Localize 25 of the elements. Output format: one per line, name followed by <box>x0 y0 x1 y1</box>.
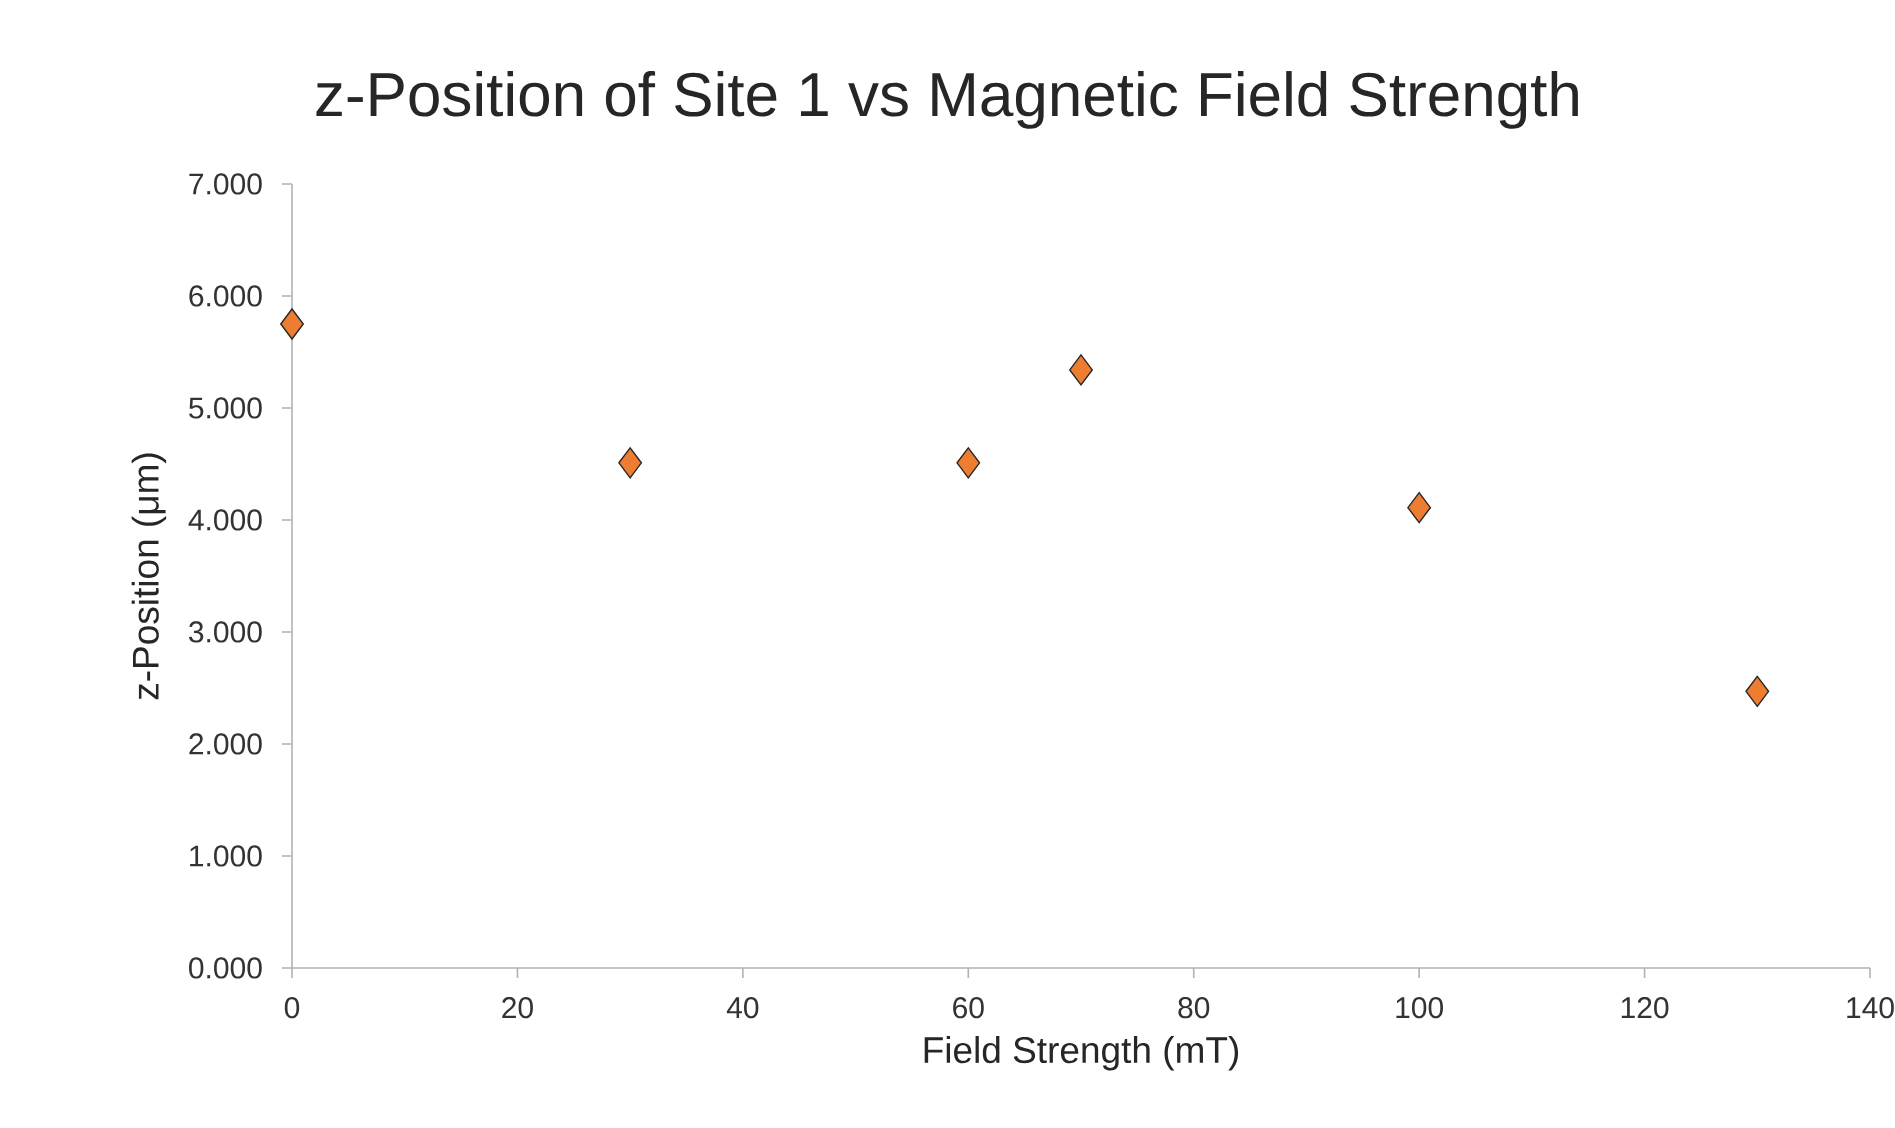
x-tick-label: 60 <box>953 997 984 1019</box>
y-tick-label: 5.000 <box>189 397 262 419</box>
y-tick-label: 6.000 <box>189 285 262 307</box>
point <box>1407 491 1432 524</box>
y-tick-label: 4.000 <box>188 509 262 531</box>
point <box>1069 354 1093 386</box>
y-axis-title: z-Position (μm) <box>131 453 167 700</box>
point <box>280 308 304 340</box>
x-tick-label: 80 <box>1178 997 1210 1019</box>
x-tick-label: 140 <box>1847 997 1894 1019</box>
y-tick-label: 7.000 <box>189 173 262 195</box>
x-tick-label: 120 <box>1621 997 1669 1019</box>
y-tick-label: 3.000 <box>189 621 262 643</box>
y-tick-label: 0.000 <box>189 957 262 979</box>
x-tick-label: 0 <box>284 997 300 1019</box>
point <box>956 447 981 479</box>
point <box>1745 675 1770 708</box>
y-tick-label: 2.000 <box>189 733 262 755</box>
point <box>618 447 643 479</box>
x-tick-label: 20 <box>502 997 533 1019</box>
chart-title: z-Position of Site 1 vs Magnetic Field Strength <box>316 71 1578 129</box>
x-tick-label: 40 <box>726 997 759 1019</box>
y-tick-label: 1.000 <box>190 845 262 867</box>
x-axis-title: Field Strength (mT) <box>924 1036 1239 1071</box>
x-tick-label: 100 <box>1396 997 1443 1019</box>
